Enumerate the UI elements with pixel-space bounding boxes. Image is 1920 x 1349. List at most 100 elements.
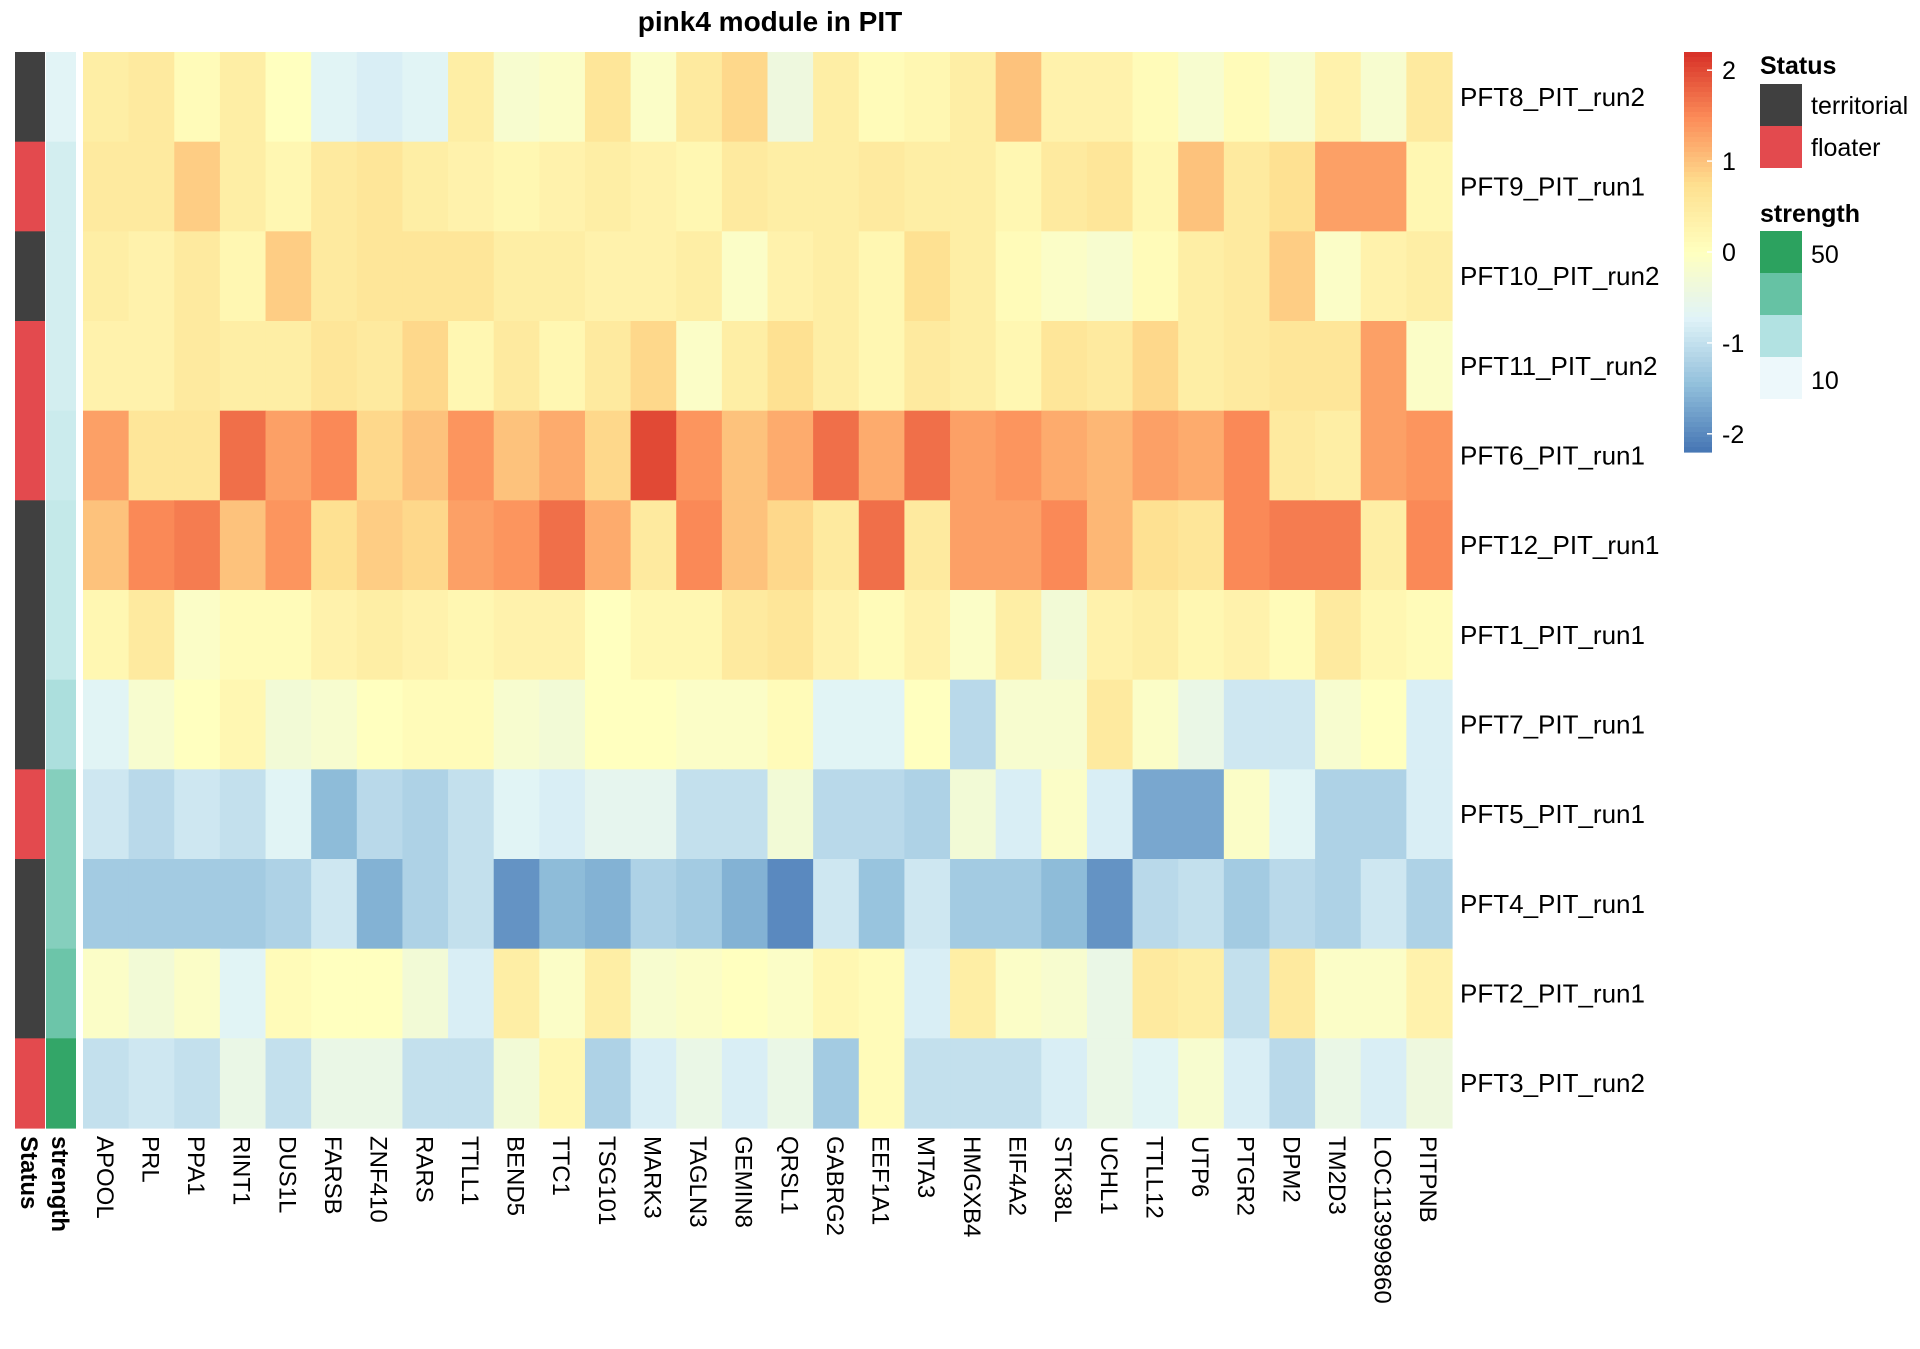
heatmap-cell bbox=[448, 948, 495, 1039]
row-label: PFT6_PIT_run1 bbox=[1460, 441, 1645, 471]
strength-legend-swatch bbox=[1760, 357, 1802, 399]
heatmap-cell bbox=[265, 52, 312, 143]
status-legend-title: Status bbox=[1760, 52, 1836, 80]
heatmap-cell bbox=[493, 679, 540, 770]
heatmap-cell bbox=[539, 769, 586, 860]
heatmap-cell bbox=[493, 141, 540, 232]
heatmap-cell bbox=[1269, 500, 1316, 591]
colorbar-segment bbox=[1684, 92, 1712, 98]
status-cell bbox=[15, 500, 45, 591]
heatmap-cell bbox=[311, 859, 358, 950]
heatmap-cell bbox=[174, 769, 221, 860]
heatmap-cell bbox=[904, 948, 951, 1039]
colorbar-segment bbox=[1684, 347, 1712, 353]
colorbar-segment bbox=[1684, 207, 1712, 213]
heatmap-cell bbox=[493, 1038, 540, 1129]
heatmap-cell bbox=[721, 321, 769, 412]
heatmap-cell bbox=[448, 590, 495, 681]
colorbar-tick-label: -2 bbox=[1722, 421, 1744, 449]
heatmap-cell bbox=[402, 321, 449, 412]
heatmap-cell bbox=[995, 590, 1042, 681]
heatmap-cell bbox=[858, 321, 905, 412]
strength-cell bbox=[46, 500, 76, 591]
colorbar-segment bbox=[1684, 247, 1712, 253]
heatmap-cell bbox=[1086, 679, 1134, 770]
status-cell bbox=[15, 590, 45, 681]
heatmap-cell bbox=[584, 52, 632, 143]
heatmap-cell bbox=[721, 141, 769, 232]
heatmap-cell bbox=[995, 52, 1042, 143]
heatmap-cell bbox=[83, 52, 130, 143]
heatmap-cell bbox=[813, 231, 860, 322]
colorbar-segment bbox=[1684, 137, 1712, 143]
heatmap-cell bbox=[904, 141, 951, 232]
colorbar-segment bbox=[1684, 337, 1712, 343]
heatmap-cell bbox=[858, 52, 905, 143]
heatmap-cell bbox=[448, 321, 495, 412]
heatmap-cell bbox=[1041, 52, 1088, 143]
heatmap-cell bbox=[1360, 321, 1407, 412]
status-cell bbox=[15, 410, 45, 501]
heatmap-cell bbox=[858, 1038, 905, 1129]
heatmap-cell bbox=[539, 141, 586, 232]
heatmap-cell bbox=[1315, 500, 1362, 591]
heatmap-cell bbox=[265, 141, 312, 232]
heatmap-cell bbox=[1132, 52, 1179, 143]
heatmap-cell bbox=[1041, 500, 1088, 591]
heatmap-cell bbox=[950, 52, 997, 143]
heatmap-cell bbox=[813, 948, 860, 1039]
colorbar-segment bbox=[1684, 382, 1712, 388]
heatmap-cell bbox=[1406, 321, 1453, 412]
column-label: UTP6 bbox=[1186, 1136, 1213, 1197]
heatmap-cell bbox=[402, 141, 449, 232]
heatmap-cell bbox=[858, 769, 905, 860]
heatmap-cell bbox=[448, 141, 495, 232]
heatmap-cell bbox=[858, 948, 905, 1039]
heatmap-cell bbox=[1223, 500, 1271, 591]
heatmap-cell bbox=[950, 1038, 997, 1129]
heatmap-cell bbox=[584, 859, 632, 950]
strength-cell bbox=[46, 321, 76, 412]
colorbar-segment bbox=[1684, 327, 1712, 333]
heatmap-cell bbox=[1086, 410, 1134, 501]
heatmap-cell bbox=[995, 1038, 1042, 1129]
heatmap-cell bbox=[1269, 410, 1316, 501]
status-annotation-column bbox=[15, 52, 45, 1129]
heatmap-cell bbox=[767, 1038, 814, 1129]
heatmap-cell bbox=[1132, 590, 1179, 681]
heatmap-cell bbox=[1315, 410, 1362, 501]
heatmap-cell bbox=[402, 410, 449, 501]
heatmap-cell bbox=[265, 590, 312, 681]
heatmap-cell bbox=[356, 321, 404, 412]
heatmap-cell bbox=[630, 141, 677, 232]
heatmap-cell bbox=[83, 410, 130, 501]
colorbar-segment bbox=[1684, 357, 1712, 363]
heatmap-cell bbox=[1041, 859, 1088, 950]
heatmap-cell bbox=[1360, 500, 1407, 591]
heatmap-cell bbox=[995, 500, 1042, 591]
heatmap-cell bbox=[128, 231, 175, 322]
row-label: PFT11_PIT_run2 bbox=[1460, 351, 1658, 381]
colorbar-segment bbox=[1684, 277, 1712, 283]
colorbar-segment bbox=[1684, 442, 1712, 448]
heatmap-cell bbox=[1086, 231, 1134, 322]
heatmap-cell bbox=[1315, 769, 1362, 860]
heatmap-cell bbox=[630, 1038, 677, 1129]
heatmap-cell bbox=[493, 410, 540, 501]
column-label: DUS1L bbox=[273, 1136, 300, 1213]
heatmap-cell bbox=[1086, 948, 1134, 1039]
column-label: RARS bbox=[410, 1136, 437, 1203]
heatmap-cell bbox=[128, 321, 175, 412]
row-label: PFT9_PIT_run1 bbox=[1460, 172, 1645, 202]
strength-cell bbox=[46, 679, 76, 770]
heatmap-cell bbox=[219, 141, 267, 232]
heatmap-cell bbox=[402, 679, 449, 770]
colorbar-segment bbox=[1684, 432, 1712, 438]
colorbar-segment bbox=[1684, 332, 1712, 338]
heatmap-cell bbox=[219, 52, 267, 143]
heatmap-cell bbox=[1223, 1038, 1271, 1129]
row-label: PFT2_PIT_run1 bbox=[1460, 979, 1645, 1009]
heatmap-cell bbox=[904, 410, 951, 501]
heatmap-cell bbox=[1041, 948, 1088, 1039]
